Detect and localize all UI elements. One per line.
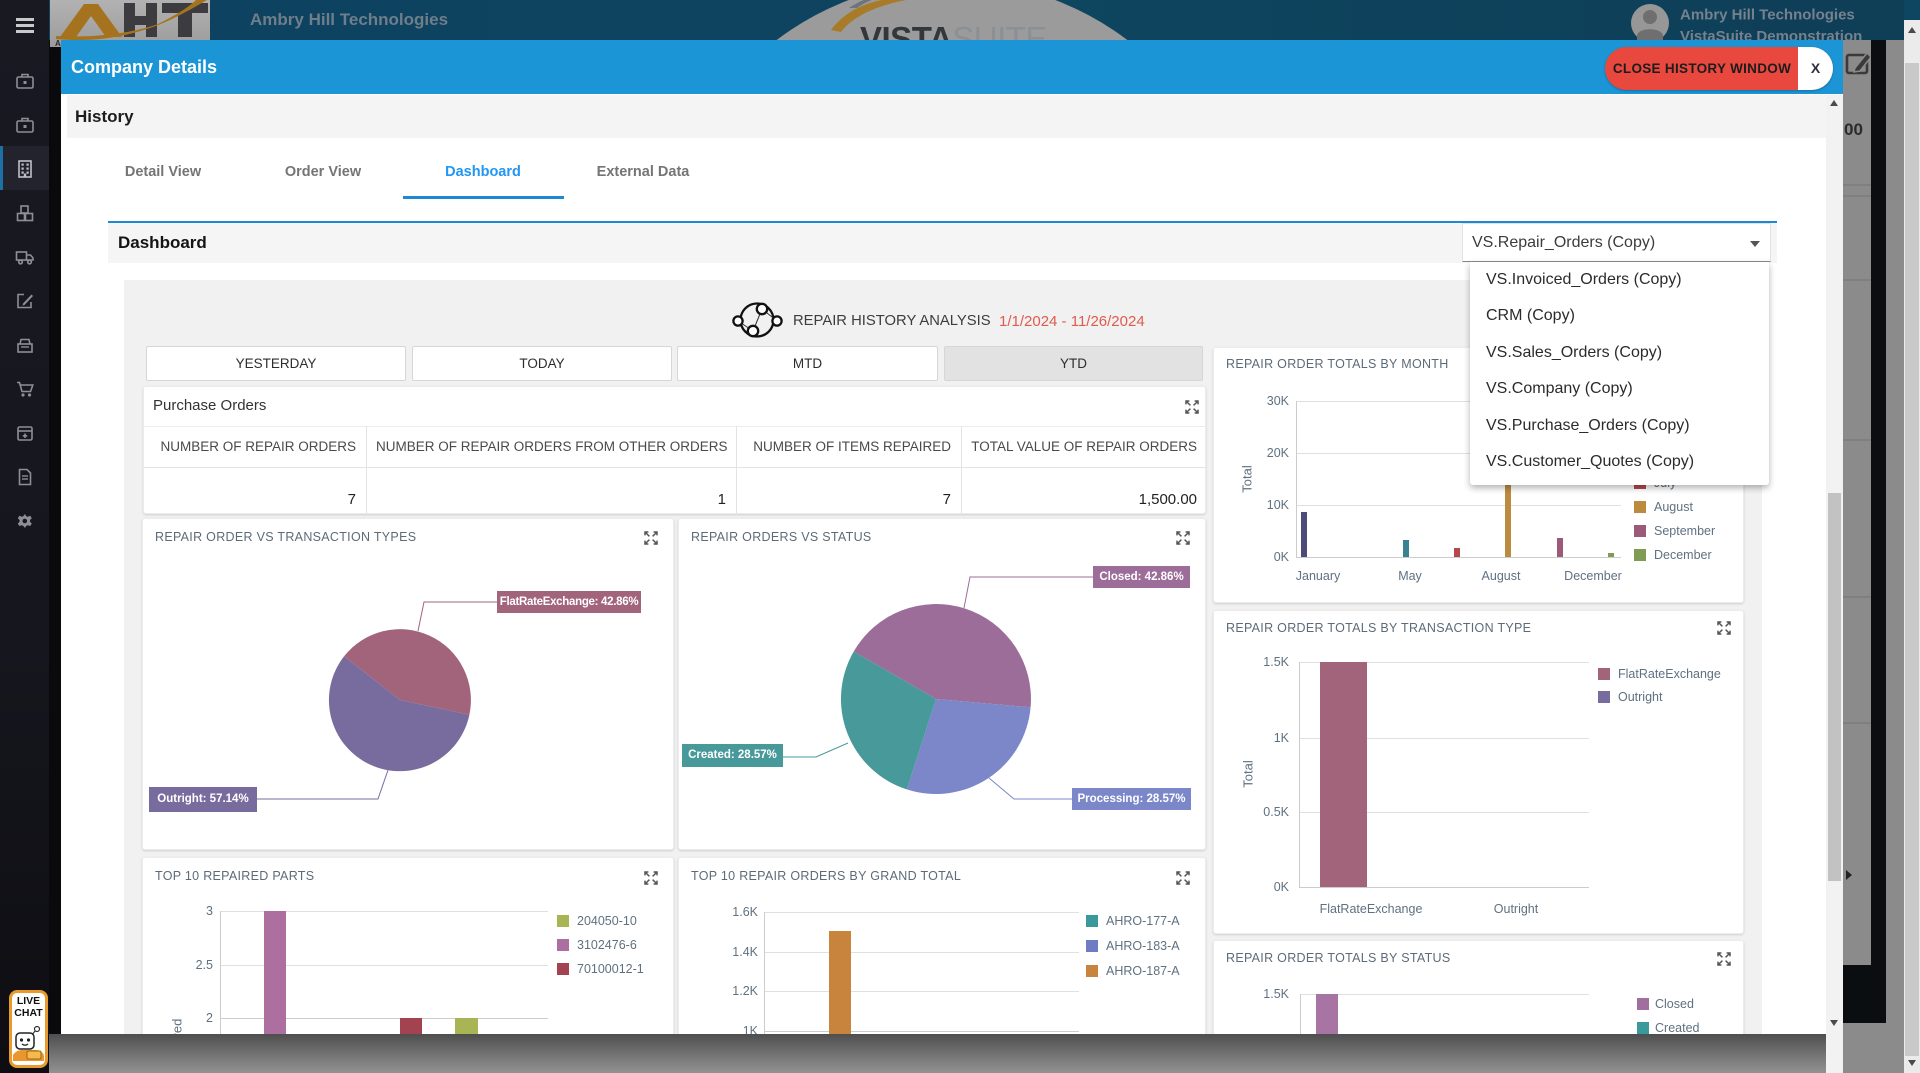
svg-text:Ambry Hill Technologies: Ambry Hill Technologies: [1680, 7, 1855, 24]
svg-text:VISTASUITE: VISTASUITE: [860, 20, 1047, 40]
svg-text:00: 00: [1844, 120, 1863, 139]
svg-text:VistaSuite Demonstration: VistaSuite Demonstration: [1680, 28, 1862, 40]
svg-text:A: A: [55, 39, 61, 47]
